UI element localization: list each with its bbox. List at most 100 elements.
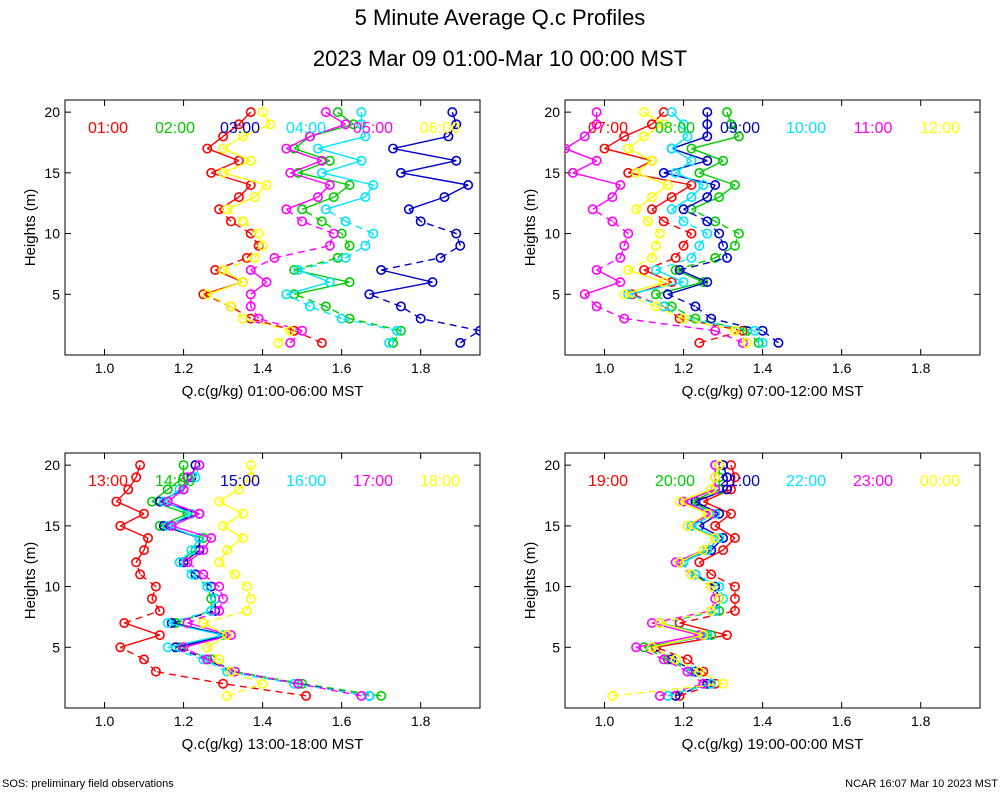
series-segment-05:00: [329, 233, 335, 246]
series-segment-22:00: [683, 561, 696, 575]
legend-entry-07:00: 07:00: [588, 120, 628, 137]
data-point-04:00: [320, 204, 331, 215]
data-point-12:00: [646, 155, 657, 166]
data-point-10:00: [670, 167, 681, 178]
data-point-11:00: [565, 143, 570, 154]
series-segment-03:00: [420, 317, 480, 332]
data-point-03:00: [435, 252, 446, 263]
series-segment-15:00: [175, 634, 228, 648]
data-point-01:00: [206, 167, 217, 178]
data-point-01:00: [233, 119, 244, 130]
series-segment-16:00: [191, 573, 208, 588]
data-point-02:00: [388, 337, 399, 348]
series-segment-02:00: [337, 111, 354, 125]
series-segment-14:00: [151, 500, 188, 515]
series-group: [198, 107, 480, 348]
data-point-07:00: [670, 252, 681, 263]
series-segment-02:00: [333, 184, 350, 198]
data-point-08:00: [725, 119, 736, 130]
data-point-18:00: [226, 666, 237, 677]
legend-entry-12:00: 12:00: [920, 120, 960, 137]
series-segment-10:00: [682, 124, 689, 137]
series-segment-04:00: [345, 220, 374, 235]
data-point-04:00: [305, 301, 316, 312]
data-point-23:00: [631, 642, 642, 653]
data-point-04:00: [316, 167, 327, 178]
y-tick-label: 5: [52, 639, 60, 655]
series-segment-22:00: [714, 598, 724, 612]
legend-entry-10:00: 10:00: [786, 120, 826, 137]
data-point-17:00: [293, 678, 304, 689]
data-point-04:00: [293, 264, 304, 275]
series-segment-04:00: [297, 269, 331, 283]
series-segment-01:00: [238, 111, 252, 125]
data-point-00:00: [698, 545, 709, 556]
series-segment-08:00: [695, 317, 747, 332]
y-tick-label: 20: [544, 457, 560, 473]
data-point-17:00: [182, 617, 193, 628]
chart-panel-4: 1.0 1.2 1.4 1.6 1.8 5 10 15 20 Q.c(g/kg) 19:00-00…: [522, 452, 981, 753]
series-segment-10:00: [671, 208, 685, 222]
data-point-12:00: [729, 325, 740, 336]
data-point-11:00: [607, 192, 618, 203]
data-point-19:00: [718, 545, 729, 556]
series-segment-19:00: [702, 671, 716, 685]
data-point-12:00: [654, 228, 665, 239]
data-point-04:00: [340, 252, 351, 263]
data-point-03:00: [427, 277, 438, 288]
y-tick-label: 20: [44, 104, 60, 120]
series-segment-18:00: [226, 683, 263, 697]
series-segment-18:00: [230, 670, 263, 685]
series-segment-04:00: [360, 124, 367, 137]
series-segment-10:00: [690, 184, 704, 198]
data-point-23:00: [682, 666, 693, 677]
series-segment-19:00: [679, 610, 736, 624]
data-point-18:00: [229, 569, 240, 580]
series-segment-16:00: [179, 561, 192, 575]
series-segment-00:00: [679, 561, 692, 575]
series-segment-17:00: [187, 464, 200, 478]
data-point-12:00: [658, 119, 669, 130]
data-point-17:00: [356, 690, 367, 701]
series-segment-04:00: [321, 160, 362, 174]
data-point-13:00: [139, 545, 150, 556]
series-segment-11:00: [611, 184, 621, 198]
data-point-23:00: [658, 654, 669, 665]
data-point-03:00: [388, 143, 399, 154]
data-point-17:00: [218, 593, 229, 604]
data-point-12:00: [650, 301, 661, 312]
series-segment-18:00: [218, 658, 232, 673]
series-segment-13:00: [135, 562, 141, 575]
data-point-09:00: [718, 240, 729, 251]
series-segment-03:00: [381, 257, 441, 271]
data-point-06:00: [253, 228, 264, 239]
data-point-03:00: [463, 180, 474, 191]
data-point-03:00: [364, 289, 375, 300]
data-point-12:00: [678, 313, 689, 324]
series-segment-18:00: [226, 537, 244, 551]
series-segment-05:00: [285, 208, 303, 222]
data-point-05:00: [285, 167, 296, 178]
series-segment-03:00: [408, 208, 422, 222]
data-point-10:00: [694, 240, 705, 251]
data-point-06:00: [237, 277, 248, 288]
data-point-06:00: [245, 155, 256, 166]
series-segment-08:00: [726, 111, 732, 125]
data-point-11:00: [710, 325, 721, 336]
x-axis-label: Q.c(g/kg) 07:00-12:00 MST: [682, 383, 864, 400]
series-segment-07:00: [663, 220, 692, 235]
data-point-23:00: [678, 496, 689, 507]
data-point-08:00: [714, 192, 725, 203]
data-point-06:00: [222, 204, 233, 215]
series-segment-07:00: [682, 233, 693, 247]
data-point-11:00: [591, 155, 602, 166]
data-point-13:00: [150, 666, 161, 677]
data-point-12:00: [658, 277, 669, 288]
data-point-07:00: [599, 143, 610, 154]
data-point-16:00: [186, 569, 197, 580]
series-segment-09:00: [671, 135, 708, 150]
series-segment-18:00: [218, 561, 236, 575]
data-point-12:00: [631, 204, 642, 215]
data-point-06:00: [218, 143, 229, 154]
series-segment-07:00: [643, 257, 676, 271]
